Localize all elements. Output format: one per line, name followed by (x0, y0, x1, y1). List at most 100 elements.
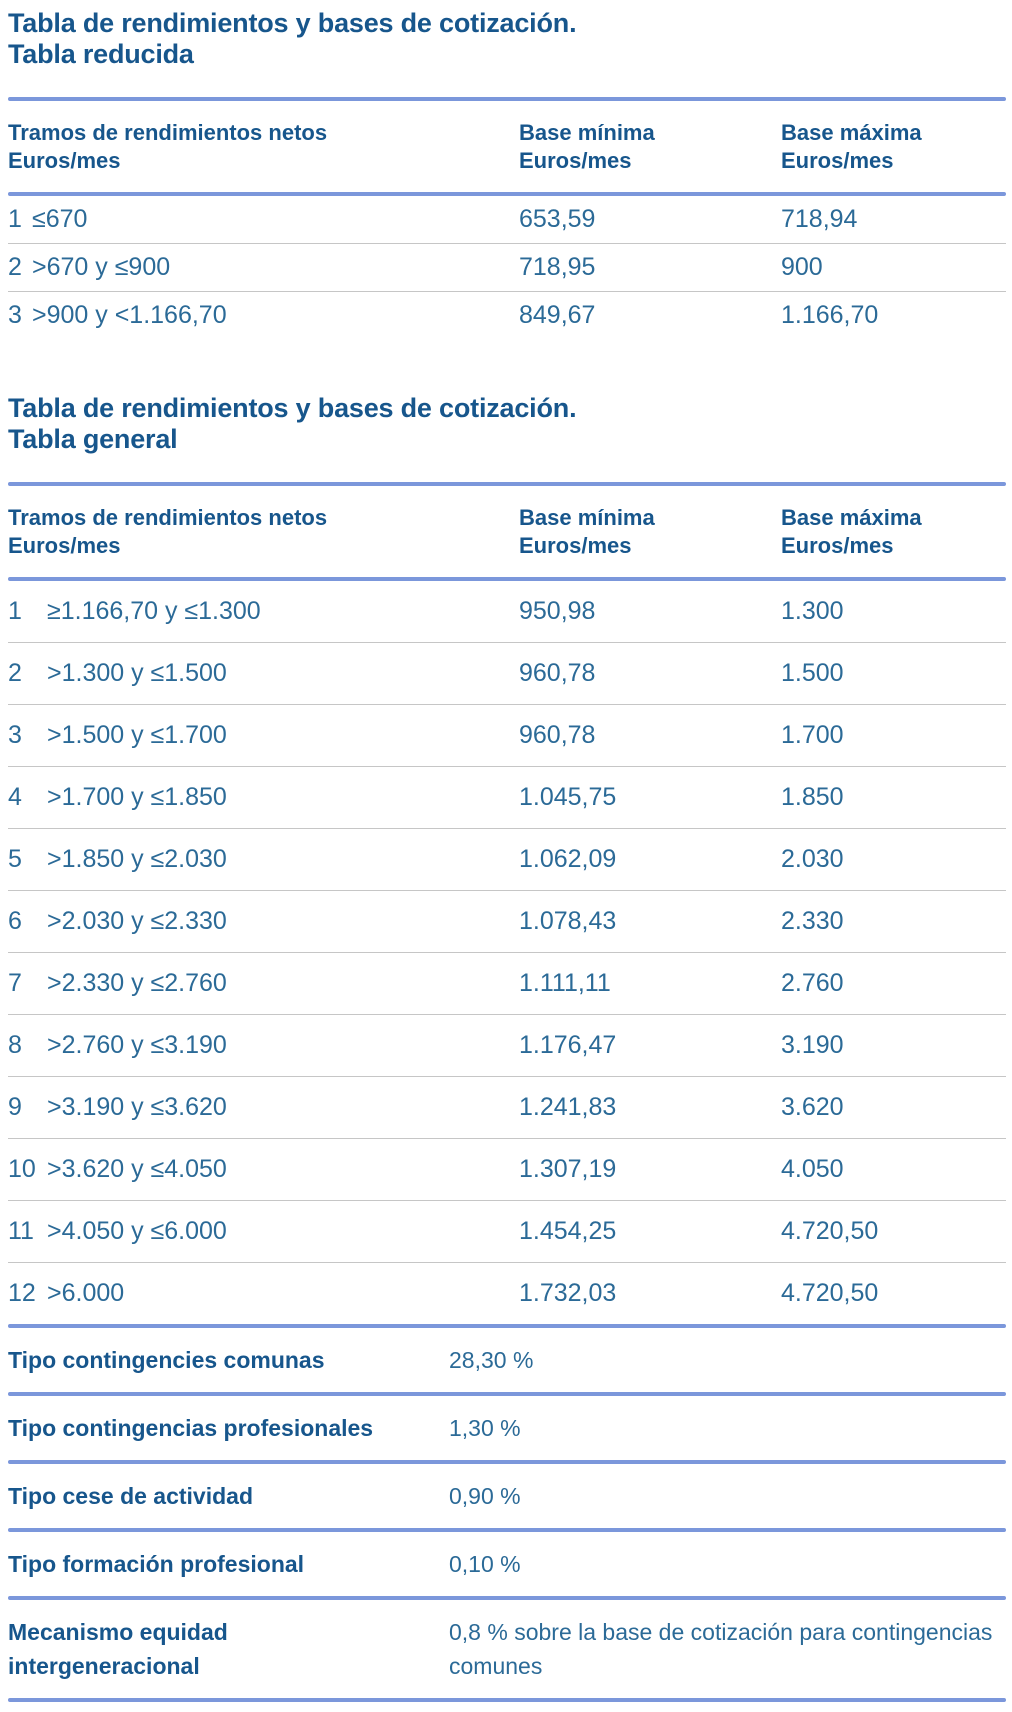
cell-base-minima: 1.045,75 (519, 783, 617, 812)
cell-base-minima: 1.241,83 (519, 1093, 617, 1122)
table-row: 9 >3.190 y ≤3.620 1.241,83 3.620 (8, 1076, 1006, 1138)
divider-bottom (8, 1698, 1006, 1703)
subtitle-line: Tabla general (8, 424, 178, 455)
table-row: 3 >900 y <1.166,70 849,67 1.166,70 (8, 291, 1006, 339)
cell-tramo: 8 >2.760 y ≤3.190 (8, 1033, 505, 1058)
row-number: 1 (8, 205, 22, 234)
row-number: 3 (8, 301, 22, 330)
rate-item: Tipo contingencias profesionales 1,30 % (8, 1392, 1006, 1460)
table-header-row: Tramos de rendimientos netos Euros/mes B… (8, 101, 1006, 192)
tramo-value: >1.700 y ≤1.850 (47, 783, 227, 812)
cell-base-maxima: 718,94 (781, 205, 858, 234)
cell-base-maxima: 1.300 (781, 597, 844, 626)
cell-base-maxima: 2.030 (781, 845, 844, 874)
rate-value: 1,30 % (449, 1415, 521, 1442)
row-number: 6 (8, 907, 22, 936)
tramo-value: ≤670 (32, 205, 88, 234)
cell-base-maxima: 3.620 (781, 1093, 844, 1122)
tramo-value: >2.330 y ≤2.760 (47, 969, 227, 998)
divider (8, 97, 1006, 102)
row-number: 1 (8, 597, 22, 626)
rate-row: Mecanismo equidad intergeneracional 0,8 %… (8, 1600, 1006, 1698)
tramo-value: >1.300 y ≤1.500 (47, 659, 227, 688)
subtitle-line: Tabla reducida (8, 39, 194, 70)
rate-item: Tipo formación profesional 0,10 % (8, 1528, 1006, 1596)
divider (8, 1460, 1006, 1465)
row-number: 11 (8, 1217, 34, 1246)
cell-base-minima: 849,67 (519, 301, 596, 330)
cell-base-minima: 1.078,43 (519, 907, 617, 936)
table-row: 4 >1.700 y ≤1.850 1.045,75 1.850 (8, 766, 1006, 828)
table-row: 11 >4.050 y ≤6.000 1.454,25 4.720,50 (8, 1200, 1006, 1262)
row-number: 10 (8, 1155, 36, 1184)
title-line: Tabla de rendimientos y bases de cotizac… (8, 8, 577, 38)
row-number: 4 (8, 783, 22, 812)
title-line: Tabla de rendimientos y bases de cotizac… (8, 393, 577, 424)
table-row: 2 >1.300 y ≤1.500 960,78 1.500 (8, 642, 1006, 704)
rate-row: Tipo formación profesional 0,10 % (8, 1532, 1006, 1596)
tramo-value: >670 y ≤900 (32, 253, 171, 282)
tramo-value: >6.000 (47, 1279, 125, 1308)
cell-base-maxima: 1.850 (781, 783, 844, 812)
table-row: 2 >670 y ≤900 718,95 900 (8, 243, 1006, 291)
row-number: 3 (8, 721, 22, 750)
table-row: 10 >3.620 y ≤4.050 1.307,19 4.050 (8, 1138, 1006, 1200)
cell-tramo: 10 >3.620 y ≤4.050 (8, 1157, 505, 1182)
cell-tramo: 4 >1.700 y ≤1.850 (8, 785, 505, 810)
cell-base-minima: 1.732,03 (519, 1279, 617, 1308)
rate-label: Mecanismo equidad intergeneracional (8, 1619, 228, 1680)
table-row: 3 >1.500 y ≤1.700 960,78 1.700 (8, 704, 1006, 766)
cell-tramo: 1 ≤670 (8, 207, 505, 232)
cell-base-minima: 960,78 (519, 659, 596, 688)
tramo-value: >1.850 y ≤2.030 (47, 845, 227, 874)
rate-label: Tipo cese de actividad (8, 1483, 254, 1510)
cell-base-maxima: 4.720,50 (781, 1217, 879, 1246)
row-number: 5 (8, 845, 22, 874)
cell-tramo: 3 >1.500 y ≤1.700 (8, 723, 505, 748)
row-number: 8 (8, 1031, 22, 1060)
cell-base-maxima: 1.700 (781, 721, 844, 750)
table-section-general: Tabla de rendimientos y bases de cotizac… (8, 393, 1006, 1324)
rate-value: 0,90 % (449, 1483, 521, 1510)
divider (8, 1392, 1006, 1397)
cell-base-minima: 1.307,19 (519, 1155, 617, 1184)
cell-tramo: 3 >900 y <1.166,70 (8, 303, 505, 328)
table-row: 1 ≥1.166,70 y ≤1.300 950,98 1.300 (8, 581, 1006, 642)
row-number: 2 (8, 253, 22, 282)
rate-label: Tipo contingencias profesionales (8, 1415, 374, 1442)
row-number: 7 (8, 969, 22, 998)
cell-tramo: 11 >4.050 y ≤6.000 (8, 1219, 505, 1244)
cell-base-maxima: 2.330 (781, 907, 844, 936)
divider (8, 482, 1006, 487)
rate-item: Mecanismo equidad intergeneracional 0,8 %… (8, 1596, 1006, 1698)
col-header-base-maxima: Base máxima Euros/mes (781, 505, 922, 558)
tramo-value: >3.190 y ≤3.620 (47, 1093, 227, 1122)
cell-base-minima: 1.062,09 (519, 845, 617, 874)
cell-base-minima: 960,78 (519, 721, 596, 750)
tramo-value: >3.620 y ≤4.050 (47, 1155, 227, 1184)
cell-base-minima: 653,59 (519, 205, 596, 234)
tramo-value: >4.050 y ≤6.000 (47, 1217, 227, 1246)
divider (8, 577, 1006, 582)
rate-row: Tipo contingencies comunas 28,30 % (8, 1328, 1006, 1392)
cell-base-maxima: 3.190 (781, 1031, 844, 1060)
rate-row: Tipo cese de actividad 0,90 % (8, 1464, 1006, 1528)
rates-section: Tipo contingencies comunas 28,30 % Tipo … (8, 1324, 1006, 1698)
cell-tramo: 2 >1.300 y ≤1.500 (8, 661, 505, 686)
divider (8, 1596, 1006, 1601)
rate-label: Tipo formación profesional (8, 1551, 305, 1578)
table-row: 7 >2.330 y ≤2.760 1.111,11 2.760 (8, 952, 1006, 1014)
cell-base-minima: 1.176,47 (519, 1031, 617, 1060)
cell-base-maxima: 4.050 (781, 1155, 844, 1184)
tramo-value: >2.030 y ≤2.330 (47, 907, 227, 936)
cell-base-maxima: 4.720,50 (781, 1279, 879, 1308)
cell-base-minima: 718,95 (519, 253, 596, 282)
table-row: 12 >6.000 1.732,03 4.720,50 (8, 1262, 1006, 1324)
rate-value: 0,10 % (449, 1551, 521, 1578)
table-row: 8 >2.760 y ≤3.190 1.176,47 3.190 (8, 1014, 1006, 1076)
table-body-general: 1 ≥1.166,70 y ≤1.300 950,98 1.300 2 >1.300… (8, 581, 1006, 1324)
divider (8, 192, 1006, 197)
table-section-reduced: Tabla de rendimientos y bases de cotizac… (8, 8, 1006, 339)
tramo-value: >2.760 y ≤3.190 (47, 1031, 227, 1060)
